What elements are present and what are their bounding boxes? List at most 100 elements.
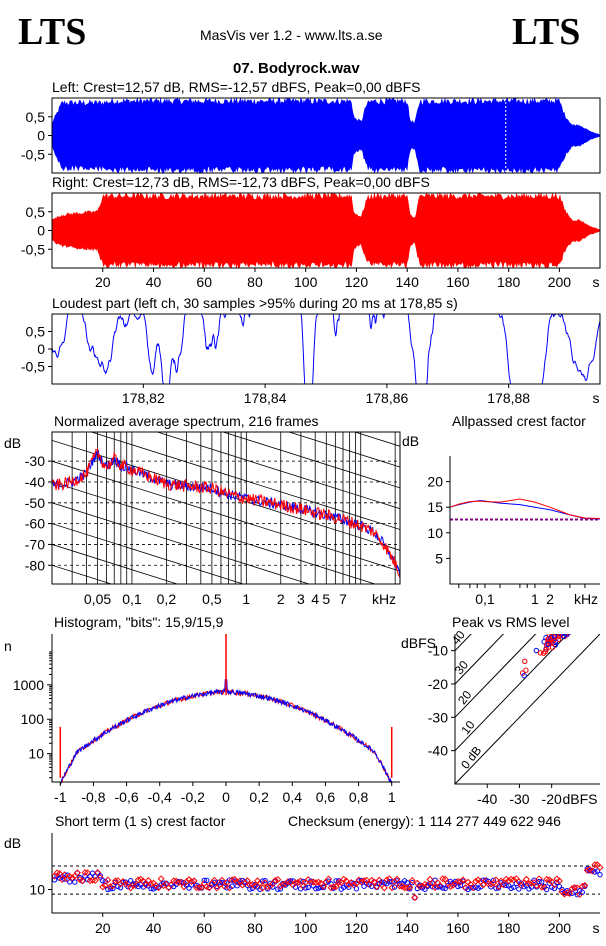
- shortterm-point-right: [370, 878, 378, 886]
- peakrms-title: Peak vs RMS level: [452, 614, 569, 630]
- shortterm-point-right: [319, 882, 327, 890]
- histogram-series-left: [59, 679, 393, 785]
- shortterm-point-right: [472, 877, 480, 885]
- peakrms-crest-label: 20: [455, 688, 474, 707]
- shortterm-point-right: [576, 890, 584, 899]
- shortterm-point-left: [270, 884, 276, 890]
- spectrum-slope: [52, 523, 245, 584]
- shortterm-point-right: [193, 884, 201, 892]
- loudest-xunit: s: [593, 390, 600, 406]
- shortterm-point-left: [592, 869, 598, 875]
- shortterm-point-left: [432, 877, 438, 883]
- spectrum-title: Normalized average spectrum, 216 frames: [54, 413, 319, 429]
- shortterm-point-left: [556, 883, 563, 890]
- peakrms-point: [543, 646, 549, 653]
- shortterm-xtick-label: 200: [548, 920, 572, 936]
- shortterm-point-left: [287, 878, 294, 884]
- shortterm-point-left: [407, 886, 413, 892]
- shortterm-point-right: [571, 883, 579, 891]
- loudest-ytick-label: 0: [37, 341, 45, 357]
- peakrms-point: [545, 641, 551, 647]
- shortterm-point-left: [247, 886, 253, 892]
- file-title: 07. Bodyrock.wav: [233, 60, 360, 77]
- shortterm-point-right: [223, 878, 231, 886]
- shortterm-point-right: [86, 877, 94, 885]
- shortterm-xtick-label: 80: [247, 920, 263, 936]
- shortterm-point-right: [281, 880, 289, 888]
- histogram-title: Histogram, "bits": 15,9/15,9: [54, 614, 224, 630]
- shortterm-point-right: [58, 875, 66, 883]
- shortterm-point-right: [226, 884, 234, 892]
- shortterm-xtick-label: 140: [396, 920, 420, 936]
- spectrum-slope: [287, 432, 400, 468]
- shortterm-point-left: [72, 879, 78, 885]
- spectrum-xtick-label: 0,1: [122, 591, 142, 607]
- peakrms-xtick-label: -40: [477, 791, 497, 807]
- allpassed-xtick-label: 0,1: [475, 591, 495, 607]
- left-title: Left: Crest=12,57 dB, RMS=-12,57 dBFS, P…: [52, 79, 420, 95]
- right-xtick-label: 200: [548, 274, 572, 290]
- peakrms-point: [523, 667, 529, 673]
- shortterm-point-left: [551, 885, 558, 892]
- peakrms-point: [564, 634, 570, 637]
- left-ytick-label: 0: [37, 128, 45, 144]
- lts-logo-left: LTS: [18, 11, 87, 53]
- peakrms-ytick-label: -30: [428, 709, 448, 725]
- shortterm-point-right: [177, 878, 185, 886]
- peakrms-point: [567, 634, 572, 635]
- shortterm-point-right: [279, 881, 287, 889]
- loudest-xtick-label: 178,86: [365, 390, 408, 406]
- histogram-xtick-label: -0,8: [81, 789, 105, 805]
- shortterm-point-right: [581, 881, 589, 889]
- right-xtick-label: 120: [345, 274, 369, 290]
- shortterm-point-right: [236, 877, 244, 885]
- shortterm-point-right: [550, 881, 558, 889]
- shortterm-point-left: [429, 884, 436, 890]
- shortterm-point-left: [97, 873, 103, 879]
- left-waveform: [51, 97, 601, 174]
- shortterm-point-right: [325, 875, 333, 883]
- shortterm-point-left: [226, 877, 233, 883]
- shortterm-point-left: [528, 884, 535, 890]
- shortterm-point-left: [353, 886, 360, 892]
- peakrms-point: [537, 650, 544, 656]
- shortterm-point-right: [454, 877, 462, 885]
- shortterm-point-left: [160, 880, 167, 886]
- peakrms-ytick-label: -20: [428, 676, 448, 692]
- shortterm-point-right: [292, 879, 300, 887]
- shortterm-point-left: [508, 885, 514, 892]
- shortterm-axes: [51, 833, 600, 914]
- loudest-xtick-label: 178,84: [244, 390, 287, 406]
- right-xtick-label: 20: [95, 274, 111, 290]
- spectrum-grid: [52, 432, 400, 584]
- shortterm-point-right: [256, 879, 264, 887]
- shortterm-xtick-label: 60: [196, 920, 212, 936]
- shortterm-point-right: [195, 884, 203, 892]
- shortterm-point-right: [538, 883, 546, 891]
- shortterm-checksum: Checksum (energy): 1 114 277 449 622 946: [288, 813, 561, 829]
- spectrum-xtick-label: 7: [339, 591, 347, 607]
- shortterm-point-right: [243, 877, 251, 885]
- shortterm-xtick-label: 180: [497, 920, 521, 936]
- shortterm-point-right: [299, 882, 307, 890]
- peakrms-point: [548, 634, 553, 636]
- spectrum-xtick-label: 3: [297, 591, 305, 607]
- shortterm-point-left: [242, 878, 248, 885]
- shortterm-point-right: [487, 880, 495, 888]
- histogram-ytick-label: 100: [21, 711, 45, 727]
- shortterm-point-left: [490, 877, 497, 884]
- spectrum-slope: [353, 432, 400, 447]
- shortterm-point-right: [431, 884, 439, 892]
- shortterm-point-left: [488, 884, 494, 890]
- peakrms-ylabel: dBFS: [401, 635, 436, 651]
- peakrms-point: [555, 636, 562, 643]
- shortterm-point-right: [294, 878, 302, 886]
- shortterm-ylabel: dB: [4, 835, 21, 851]
- histogram-ytick-label: 10: [28, 746, 44, 762]
- shortterm-point-left: [574, 891, 580, 898]
- shortterm-point-right: [380, 884, 388, 892]
- right-xunit: s: [593, 274, 600, 290]
- spectrum-frame: [51, 431, 401, 585]
- shortterm-point-left: [308, 878, 314, 884]
